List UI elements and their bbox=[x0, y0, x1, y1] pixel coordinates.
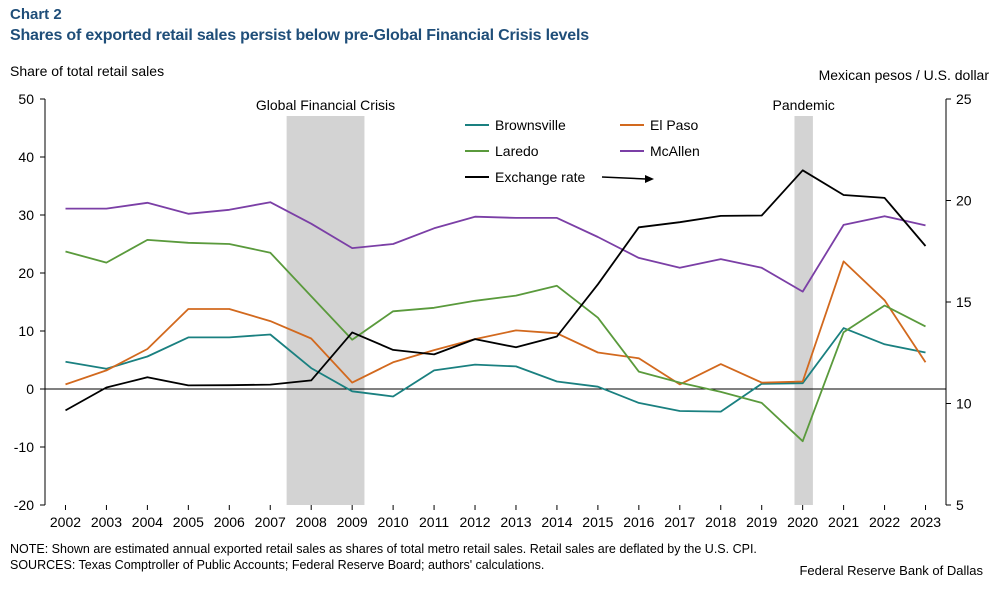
left-tick-label: 0 bbox=[26, 381, 34, 397]
legend-label-el-paso: El Paso bbox=[650, 117, 698, 133]
x-tick-label: 2010 bbox=[378, 514, 409, 530]
x-tick-label: 2023 bbox=[910, 514, 941, 530]
x-tick-label: 2008 bbox=[296, 514, 327, 530]
left-tick-label: 20 bbox=[18, 265, 34, 281]
left-tick-label: 40 bbox=[18, 149, 34, 165]
left-tick-label: -20 bbox=[14, 497, 34, 513]
legend-label-brownsville: Brownsville bbox=[495, 117, 566, 133]
right-tick-label: 5 bbox=[956, 497, 964, 513]
x-tick-label: 2021 bbox=[828, 514, 859, 530]
x-tick-label: 2015 bbox=[582, 514, 613, 530]
x-tick-label: 2013 bbox=[500, 514, 531, 530]
right-tick-label: 10 bbox=[956, 396, 972, 412]
chart-title: Shares of exported retail sales persist … bbox=[10, 27, 589, 44]
x-tick-label: 2012 bbox=[459, 514, 490, 530]
note-text: NOTE: Shown are estimated annual exporte… bbox=[10, 542, 757, 556]
x-tick-label: 2019 bbox=[746, 514, 777, 530]
exchange-rate-arrow-line bbox=[601, 176, 647, 180]
x-tick-label: 2007 bbox=[255, 514, 286, 530]
left-tick-label: 10 bbox=[18, 323, 34, 339]
x-tick-label: 2005 bbox=[173, 514, 204, 530]
series-line-brownsville bbox=[65, 327, 926, 413]
x-tick-label: 2003 bbox=[91, 514, 122, 530]
legend-label-laredo: Laredo bbox=[495, 143, 539, 159]
right-tick-label: 20 bbox=[956, 193, 972, 209]
shaded-period-label: Pandemic bbox=[773, 97, 835, 113]
x-tick-label: 2011 bbox=[419, 514, 449, 530]
x-tick-label: 2014 bbox=[541, 514, 572, 530]
left-tick-label: 50 bbox=[18, 91, 34, 107]
left-tick-label: -10 bbox=[14, 439, 34, 455]
legend-label-mcallen: McAllen bbox=[650, 143, 700, 159]
x-tick-label: 2009 bbox=[337, 514, 368, 530]
x-tick-label: 2002 bbox=[50, 514, 81, 530]
series-line-el-paso bbox=[65, 260, 927, 386]
x-tick-label: 2020 bbox=[787, 514, 818, 530]
series-line-exchange-rate bbox=[65, 169, 927, 412]
legend-label-exchange-rate: Exchange rate bbox=[495, 169, 585, 185]
left-axis-label: Share of total retail sales bbox=[10, 63, 165, 79]
shaded-period-label: Global Financial Crisis bbox=[256, 97, 395, 113]
sources-text: SOURCES: Texas Comptroller of Public Acc… bbox=[10, 558, 545, 572]
series-line-mcallen bbox=[65, 201, 926, 293]
chart-footnotes: NOTE: Shown are estimated annual exporte… bbox=[10, 541, 757, 573]
right-tick-label: 25 bbox=[956, 91, 972, 107]
exchange-rate-arrow-head bbox=[645, 175, 654, 183]
x-tick-label: 2022 bbox=[869, 514, 900, 530]
credit-text: Federal Reserve Bank of Dallas bbox=[799, 563, 983, 578]
x-tick-label: 2004 bbox=[132, 514, 163, 530]
shaded-period-1 bbox=[794, 116, 813, 505]
right-tick-label: 15 bbox=[956, 294, 972, 310]
left-tick-label: 30 bbox=[18, 207, 34, 223]
right-axis-label: Mexican pesos / U.S. dollar bbox=[818, 67, 989, 83]
x-tick-label: 2016 bbox=[623, 514, 654, 530]
series-line-laredo bbox=[65, 238, 926, 443]
x-tick-label: 2006 bbox=[214, 514, 245, 530]
x-tick-label: 2017 bbox=[664, 514, 695, 530]
x-tick-label: 2018 bbox=[705, 514, 736, 530]
chart-number: Chart 2 bbox=[10, 6, 62, 23]
